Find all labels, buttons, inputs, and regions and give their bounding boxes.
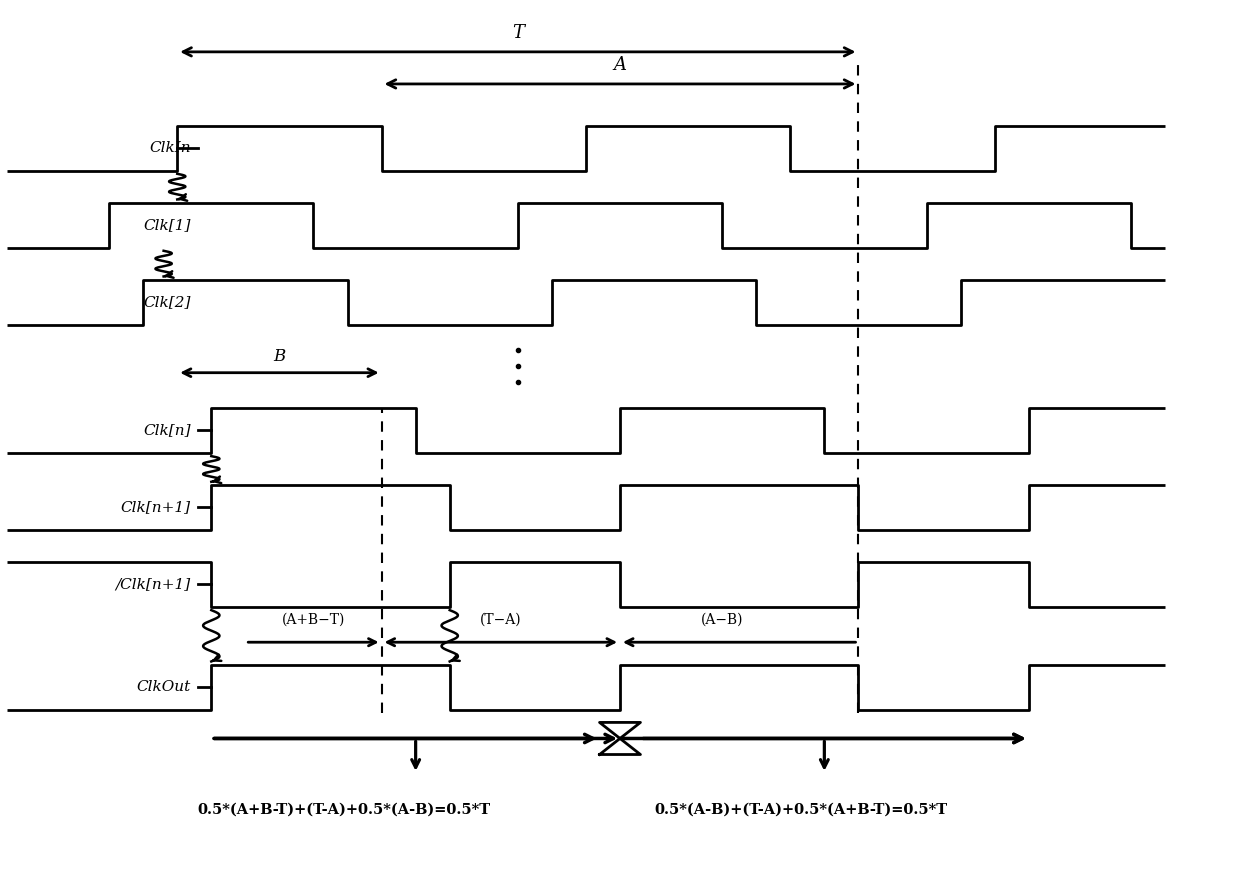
Text: Clk[n]: Clk[n] xyxy=(144,423,191,438)
Text: 0.5*(A-B)+(T-A)+0.5*(A+B-T)=0.5*T: 0.5*(A-B)+(T-A)+0.5*(A+B-T)=0.5*T xyxy=(653,803,947,816)
Text: (A+B−T): (A+B−T) xyxy=(281,613,345,626)
Text: ClkIn: ClkIn xyxy=(149,141,191,155)
Text: ClkOut: ClkOut xyxy=(136,680,191,694)
Text: B: B xyxy=(273,348,285,365)
Text: Clk[1]: Clk[1] xyxy=(144,218,191,232)
Text: T: T xyxy=(512,24,523,42)
Text: A: A xyxy=(614,56,626,74)
Text: Clk[n+1]: Clk[n+1] xyxy=(120,500,191,514)
Text: /Clk[n+1]: /Clk[n+1] xyxy=(115,578,191,591)
Text: (A−B): (A−B) xyxy=(701,613,744,626)
Text: (T−A): (T−A) xyxy=(480,613,522,626)
Text: 0.5*(A+B-T)+(T-A)+0.5*(A-B)=0.5*T: 0.5*(A+B-T)+(T-A)+0.5*(A-B)=0.5*T xyxy=(197,803,491,816)
Text: Clk[2]: Clk[2] xyxy=(144,295,191,309)
